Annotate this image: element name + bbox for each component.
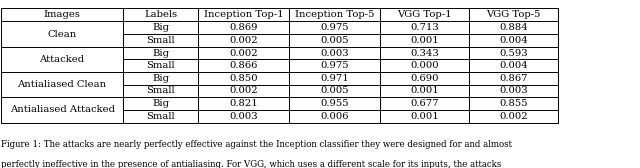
- Text: 0.003: 0.003: [230, 112, 258, 121]
- Text: 0.677: 0.677: [410, 99, 439, 108]
- Text: 0.002: 0.002: [230, 49, 258, 57]
- Text: VGG Top-1: VGG Top-1: [397, 10, 452, 19]
- Text: Big: Big: [152, 23, 169, 32]
- Text: Big: Big: [152, 74, 169, 83]
- Text: perfectly ineffective in the presence of antialiasing. For VGG, which uses a dif: perfectly ineffective in the presence of…: [1, 160, 502, 168]
- Text: 0.821: 0.821: [230, 99, 258, 108]
- Text: Small: Small: [147, 36, 175, 45]
- Text: 0.593: 0.593: [499, 49, 528, 57]
- Text: Inception Top-1: Inception Top-1: [204, 10, 284, 19]
- Text: Images: Images: [44, 10, 81, 19]
- Text: 0.971: 0.971: [321, 74, 349, 83]
- Text: Figure 1: The attacks are nearly perfectly effective against the Inception class: Figure 1: The attacks are nearly perfect…: [1, 140, 512, 149]
- Text: 0.001: 0.001: [410, 87, 439, 95]
- Text: Small: Small: [147, 112, 175, 121]
- Text: Antialiased Clean: Antialiased Clean: [17, 80, 107, 89]
- Text: Inception Top-5: Inception Top-5: [295, 10, 374, 19]
- Text: Big: Big: [152, 99, 169, 108]
- Text: 0.005: 0.005: [321, 87, 349, 95]
- Text: 0.002: 0.002: [230, 36, 258, 45]
- Text: 0.004: 0.004: [499, 61, 528, 70]
- Text: 0.006: 0.006: [321, 112, 349, 121]
- Text: 0.003: 0.003: [499, 87, 528, 95]
- Text: Small: Small: [147, 87, 175, 95]
- Text: 0.884: 0.884: [499, 23, 528, 32]
- Text: 0.867: 0.867: [499, 74, 528, 83]
- Text: 0.975: 0.975: [321, 23, 349, 32]
- Text: 0.975: 0.975: [321, 61, 349, 70]
- Text: 0.002: 0.002: [499, 112, 528, 121]
- Text: Clean: Clean: [47, 30, 77, 38]
- Text: Attacked: Attacked: [40, 55, 84, 64]
- Text: 0.003: 0.003: [321, 49, 349, 57]
- Text: 0.955: 0.955: [321, 99, 349, 108]
- Text: 0.850: 0.850: [230, 74, 258, 83]
- Text: 0.005: 0.005: [321, 36, 349, 45]
- Text: Antialiased Attacked: Antialiased Attacked: [10, 106, 115, 114]
- Text: Small: Small: [147, 61, 175, 70]
- Text: 0.869: 0.869: [230, 23, 258, 32]
- Text: 0.343: 0.343: [410, 49, 439, 57]
- Text: 0.713: 0.713: [410, 23, 439, 32]
- Text: 0.001: 0.001: [410, 112, 439, 121]
- Text: 0.000: 0.000: [410, 61, 439, 70]
- Text: 0.004: 0.004: [499, 36, 528, 45]
- Text: VGG Top-5: VGG Top-5: [486, 10, 541, 19]
- Text: Labels: Labels: [144, 10, 177, 19]
- Text: 0.690: 0.690: [410, 74, 439, 83]
- Text: Big: Big: [152, 49, 169, 57]
- Text: 0.002: 0.002: [230, 87, 258, 95]
- Text: 0.001: 0.001: [410, 36, 439, 45]
- Text: 0.866: 0.866: [230, 61, 258, 70]
- Text: 0.855: 0.855: [499, 99, 528, 108]
